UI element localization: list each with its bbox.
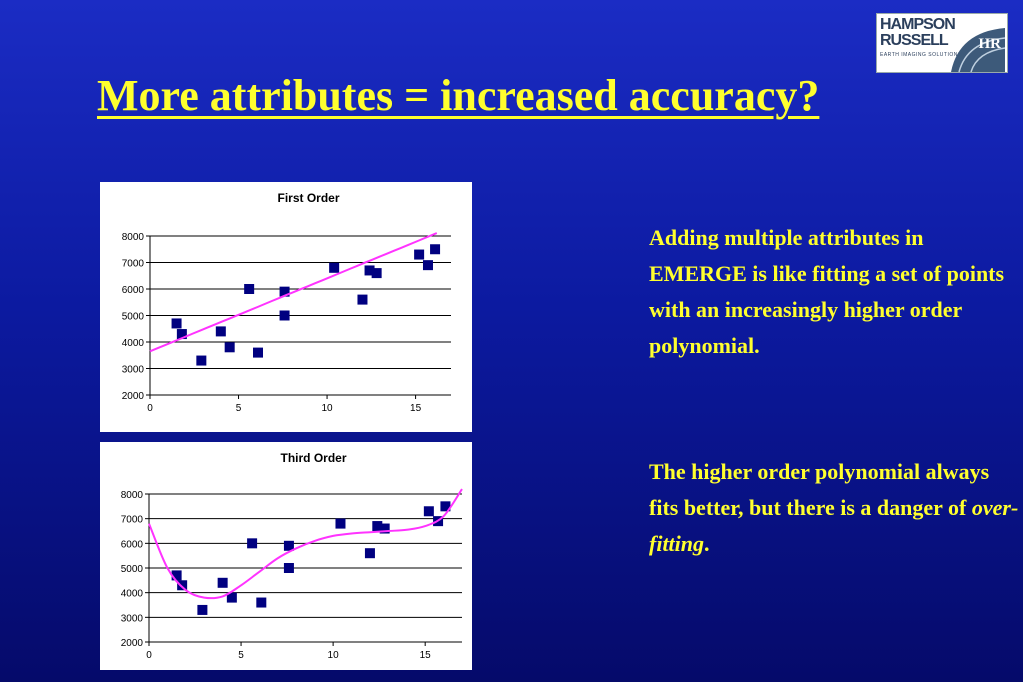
third-order-data-point [283,540,294,551]
first-order-y-tick-label: 5000 [122,312,145,323]
overfitting-paragraph: The higher order polynomial always fits … [649,454,1019,562]
description-paragraph: Adding multiple attributes in EMERGE is … [649,225,1005,358]
first-order-x-tick-label: 15 [410,403,422,414]
third-order-fit-curve [148,488,463,600]
third-order-y-tick-label: 8000 [121,490,144,501]
first-order-data-point [224,342,235,353]
third-order-y-tick-label: 6000 [121,539,144,550]
third-order-plot: Third Order 2000 3000 4000 5000 6000 7000 8000 0… [121,451,463,661]
third-order-data-point [440,501,451,512]
third-order-data-point [423,506,434,517]
third-order-y-tick-label: 4000 [121,589,144,600]
third-order-y-tick-label: 7000 [121,515,144,526]
logo-line-2: RUSSELL [880,32,949,49]
third-order-y-tick-label: 3000 [121,613,144,624]
third-order-chart-title: Third Order [280,451,346,465]
third-order-data-point [379,523,390,534]
third-order-chart: Third Order 2000 3000 4000 5000 6000 7000 8000 0… [100,442,472,670]
logo-mark-text: HR [978,36,1002,52]
first-order-data-point [279,310,290,321]
first-order-chart-title: First Order [277,191,339,205]
overfitting-term: over-fitting [649,495,1019,556]
third-order-data-point [256,597,267,608]
first-order-y-tick-label: 2000 [122,391,145,402]
first-order-data-point [176,329,187,340]
first-order-data-point [357,294,368,305]
first-order-chart: First Order 2000 3000 4000 5000 6000 7000 8000 0… [100,182,472,432]
logo-mark-icon [951,28,1005,72]
third-order-data-point [335,518,346,529]
first-order-data-point [329,262,340,273]
third-order-data-point [177,580,188,591]
third-order-x-tick-label: 5 [238,650,244,661]
hampson-russell-logo: HAMPSON RUSSELL EARTH IMAGING SOLUTIONS … [876,13,1008,73]
overfitting-text: The higher order polynomial always fits … [649,459,990,520]
first-order-fit-curve [149,232,438,353]
first-order-data-point [371,268,382,279]
first-order-data-point [279,286,290,297]
third-order-data-point [247,538,258,549]
first-order-data-point [430,244,441,255]
third-order-data-point [217,577,228,588]
third-order-data-point [197,604,208,615]
first-order-y-tick-label: 7000 [122,259,145,270]
first-order-plot: First Order 2000 3000 4000 5000 6000 7000 8000 0… [122,191,451,414]
third-order-data-point [283,563,294,573]
first-order-data-point [414,249,425,260]
third-order-y-tick-label: 5000 [121,564,144,575]
first-order-y-tick-label: 4000 [122,338,145,349]
slide-title: More attributes = increased accuracy? [97,71,820,120]
third-order-x-tick-label: 15 [420,650,432,661]
first-order-x-tick-label: 0 [147,403,153,414]
first-order-y-tick-label: 8000 [122,232,145,243]
first-order-y-tick-label: 3000 [122,365,145,376]
logo-line-1: HAMPSON [880,16,956,33]
first-order-x-tick-label: 10 [321,403,333,414]
first-order-data-point [215,326,226,337]
third-order-data-point [226,592,237,603]
third-order-y-tick-label: 2000 [121,638,144,649]
first-order-y-tick-label: 6000 [122,285,145,296]
first-order-data-point [364,265,375,276]
overfitting-period: . [704,531,710,556]
first-order-data-point [253,347,264,358]
third-order-data-point [364,548,375,559]
first-order-data-point [422,260,433,271]
first-order-x-tick-label: 5 [236,403,242,414]
first-order-data-point [244,284,255,294]
third-order-x-tick-label: 0 [146,650,152,661]
third-order-data-point [372,521,383,532]
logo-tagline: EARTH IMAGING SOLUTIONS [880,52,962,58]
third-order-x-tick-label: 10 [328,650,340,661]
third-order-data-point [171,570,182,581]
first-order-data-point [171,318,182,329]
first-order-data-point [196,355,207,366]
